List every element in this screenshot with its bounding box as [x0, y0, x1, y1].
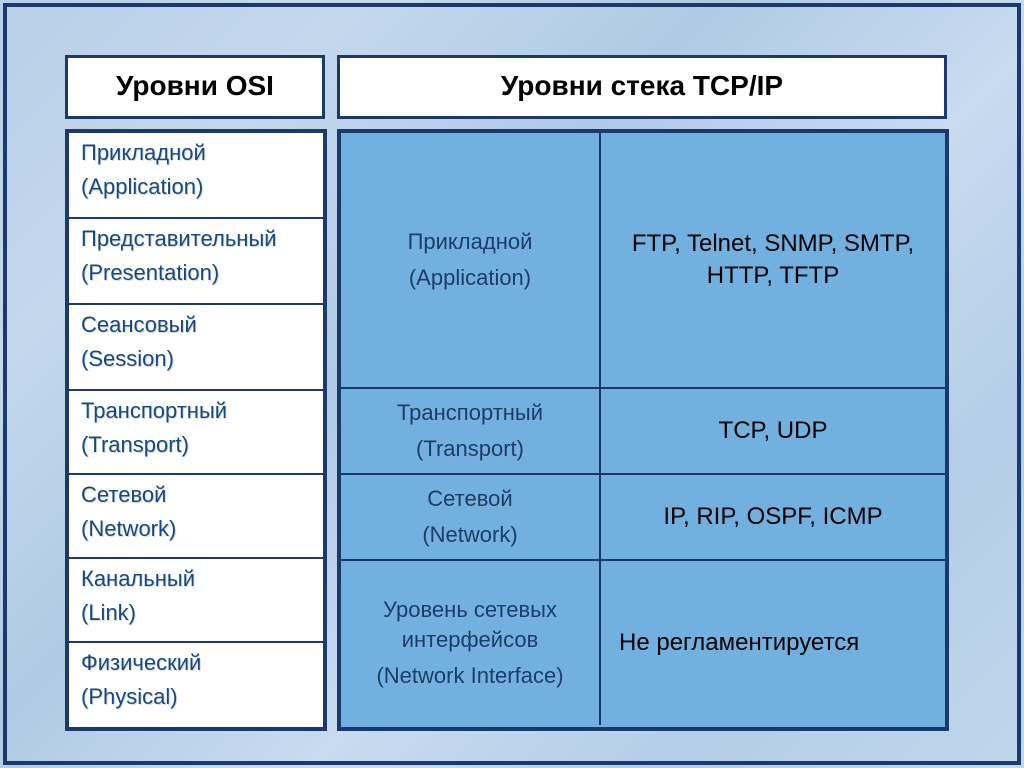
osi-ru: Представительный: [81, 225, 311, 253]
tcpip-protocols: IP, RIP, OSPF, ICMP: [601, 475, 945, 559]
tcpip-row-interface: Уровень сетевых интерфейсов (Network Int…: [341, 561, 945, 725]
osi-ru: Прикладной: [81, 139, 311, 167]
tcpip-layer-label: Прикладной (Application): [341, 133, 601, 387]
tcpip-en: (Network Interface): [349, 661, 591, 691]
tcpip-ru: Транспортный: [397, 398, 543, 428]
osi-ru: Сеансовый: [81, 311, 311, 339]
body-row: Прикладной (Application) Представительны…: [65, 129, 965, 731]
tcpip-en: (Application): [408, 263, 533, 293]
tcpip-column: Прикладной (Application) FTP, Telnet, SN…: [337, 129, 949, 731]
osi-en: (Transport): [81, 431, 311, 459]
tcpip-en: (Transport): [397, 434, 543, 464]
tcpip-ru: Прикладной: [408, 227, 533, 257]
osi-ru: Транспортный: [81, 397, 311, 425]
tcpip-layer-label: Транспортный (Transport): [341, 389, 601, 473]
tcpip-protocols: TCP, UDP: [601, 389, 945, 473]
osi-layer-presentation: Представительный (Presentation): [69, 219, 323, 305]
osi-layer-link: Канальный (Link): [69, 559, 323, 643]
osi-layer-application: Прикладной (Application): [69, 133, 323, 219]
osi-ru: Канальный: [81, 565, 311, 593]
tcpip-en: (Network): [422, 520, 517, 550]
osi-layer-transport: Транспортный (Transport): [69, 391, 323, 475]
tcpip-ru: Уровень сетевых интерфейсов: [349, 595, 591, 654]
osi-en: (Physical): [81, 683, 311, 711]
osi-column: Прикладной (Application) Представительны…: [65, 129, 327, 731]
osi-layer-network: Сетевой (Network): [69, 475, 323, 559]
osi-en: (Network): [81, 515, 311, 543]
tcpip-protocols: FTP, Telnet, SNMP, SMTP, HTTP, TFTP: [601, 133, 945, 387]
header-osi: Уровни OSI: [65, 55, 325, 119]
tcpip-protocols: Не регламентируется: [601, 561, 945, 725]
osi-layer-physical: Физический (Physical): [69, 643, 323, 727]
osi-en: (Application): [81, 173, 311, 201]
osi-ru: Физический: [81, 649, 311, 677]
osi-ru: Сетевой: [81, 481, 311, 509]
header-tcp: Уровни стека TCP/IP: [337, 55, 947, 119]
diagram: Уровни OSI Уровни стека TCP/IP Прикладно…: [65, 55, 965, 731]
tcpip-row-network: Сетевой (Network) IP, RIP, OSPF, ICMP: [341, 475, 945, 561]
tcpip-row-transport: Транспортный (Transport) TCP, UDP: [341, 389, 945, 475]
tcpip-layer-label: Уровень сетевых интерфейсов (Network Int…: [341, 561, 601, 725]
header-row: Уровни OSI Уровни стека TCP/IP: [65, 55, 965, 119]
tcpip-layer-label: Сетевой (Network): [341, 475, 601, 559]
tcpip-ru: Сетевой: [422, 484, 517, 514]
tcpip-row-application: Прикладной (Application) FTP, Telnet, SN…: [341, 133, 945, 389]
osi-layer-session: Сеансовый (Session): [69, 305, 323, 391]
osi-en: (Presentation): [81, 259, 311, 287]
osi-en: (Link): [81, 599, 311, 627]
osi-en: (Session): [81, 345, 311, 373]
